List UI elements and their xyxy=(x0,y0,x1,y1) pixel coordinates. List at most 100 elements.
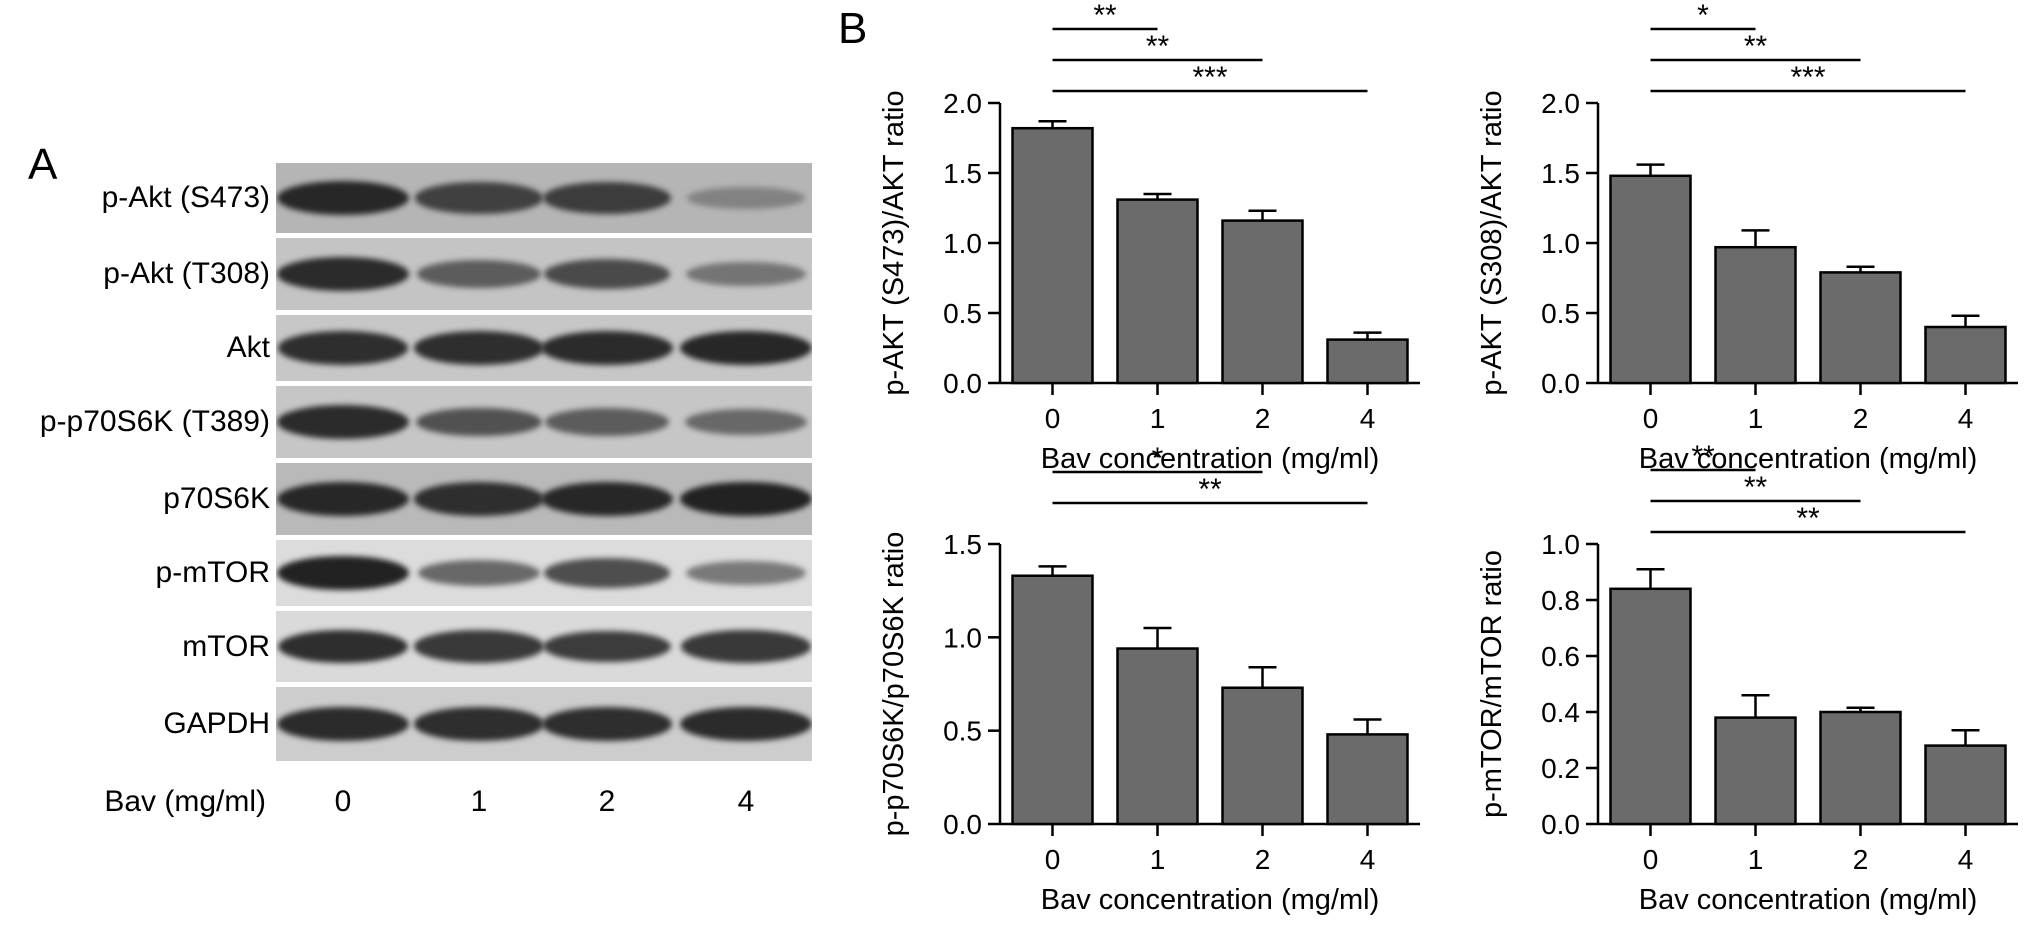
bar xyxy=(1819,271,1902,385)
y-tick-label: 0.5 xyxy=(943,298,982,329)
x-tick-label: 4 xyxy=(1360,844,1376,875)
blot-band xyxy=(542,182,672,214)
significance-label: *** xyxy=(1790,61,1825,94)
blot-row-label: GAPDH xyxy=(163,707,270,740)
x-tick-label: 1 xyxy=(1748,403,1764,434)
y-tick-label: 0.5 xyxy=(943,716,982,747)
western-blot xyxy=(276,163,812,763)
y-axis-label: p-AKT (S473)/AKT ratio xyxy=(878,90,910,395)
blot-band xyxy=(679,481,812,517)
bar xyxy=(1116,198,1199,385)
significance-label: * xyxy=(1152,442,1164,475)
x-tick-label: 0 xyxy=(1643,403,1659,434)
blot-x-label: Bav (mg/ml) xyxy=(104,785,266,818)
x-tick-label: 1 xyxy=(1150,844,1166,875)
blot-band xyxy=(413,482,545,516)
blot-band xyxy=(277,331,409,365)
significance-label: ** xyxy=(1093,0,1117,32)
significance-label: * xyxy=(1697,0,1709,32)
y-tick-label: 1.5 xyxy=(1541,158,1580,189)
significance-label: *** xyxy=(1192,61,1227,94)
x-tick-label: 4 xyxy=(1360,403,1376,434)
blot-strip-2 xyxy=(276,315,812,381)
x-tick-label: 4 xyxy=(1958,403,1974,434)
blot-band xyxy=(680,330,812,366)
blot-band xyxy=(680,707,812,741)
blot-band xyxy=(416,260,542,288)
x-tick-label: 1 xyxy=(1150,403,1166,434)
blot-band xyxy=(414,630,544,663)
x-axis-label: Bav concentration (mg/ml) xyxy=(1041,884,1379,916)
x-axis-label: Bav concentration (mg/ml) xyxy=(1041,443,1379,475)
blot-band xyxy=(276,555,410,591)
y-tick-label: 1.0 xyxy=(1541,529,1580,560)
bar xyxy=(1221,686,1304,826)
y-tick-label: 1.5 xyxy=(943,158,982,189)
x-tick-label: 2 xyxy=(1255,403,1271,434)
blot-band xyxy=(686,561,806,585)
blot-row-label: p-mTOR xyxy=(155,556,270,589)
panel-label-a: A xyxy=(28,140,58,189)
blot-band xyxy=(413,331,545,365)
blot-band xyxy=(684,408,808,436)
bar xyxy=(1924,744,2007,826)
x-tick-label: 0 xyxy=(1643,844,1659,875)
blot-band xyxy=(542,630,672,663)
blot-lane-label: 2 xyxy=(598,785,616,818)
blot-band xyxy=(277,405,409,439)
blot-row-label: Akt xyxy=(226,331,270,364)
bar xyxy=(1609,587,1692,826)
y-tick-label: 1.0 xyxy=(943,622,982,653)
blot-row-label: mTOR xyxy=(182,629,270,663)
y-tick-label: 0.2 xyxy=(1541,753,1580,784)
panel-label-b: B xyxy=(838,4,868,53)
y-tick-label: 0.0 xyxy=(1541,809,1580,840)
bar xyxy=(1714,245,1797,385)
blot-x-axis: Bav (mg/ml) 0 1 2 4 xyxy=(0,0,812,929)
bar xyxy=(1924,325,2007,385)
blot-band xyxy=(543,558,671,588)
blot-row-label: p-p70S6K (T389) xyxy=(39,405,270,438)
blot-strip-3 xyxy=(276,386,812,458)
bar xyxy=(1326,338,1409,385)
x-tick-label: 1 xyxy=(1748,844,1764,875)
y-axis-label: p-p70S6K/p70S6K ratio xyxy=(878,532,910,837)
y-tick-label: 0.0 xyxy=(1541,368,1580,399)
y-tick-label: 1.0 xyxy=(943,228,982,259)
bar xyxy=(1714,716,1797,826)
blot-band xyxy=(414,182,544,214)
x-tick-label: 2 xyxy=(1853,403,1869,434)
blot-lane-label: 1 xyxy=(470,785,488,818)
blot-strip-0 xyxy=(276,163,812,233)
y-tick-label: 1.5 xyxy=(943,529,982,560)
blot-band xyxy=(543,259,671,289)
blot-band xyxy=(685,261,807,287)
blot-lane-label: 4 xyxy=(737,785,755,818)
y-tick-label: 0.0 xyxy=(943,368,982,399)
blot-band xyxy=(541,707,673,741)
blot-strip-6 xyxy=(276,611,812,682)
blot-row-label: p-Akt (S473) xyxy=(101,181,270,214)
bar xyxy=(1326,733,1409,826)
blot-labels: p-Akt (S473) p-Akt (T308) Akt p-p70S6K (T38… xyxy=(8,0,270,929)
blot-band xyxy=(544,408,670,436)
blot-band xyxy=(277,257,409,291)
x-tick-label: 2 xyxy=(1255,844,1271,875)
significance-label: ** xyxy=(1691,440,1715,473)
y-tick-label: 0.6 xyxy=(1541,641,1580,672)
x-tick-label: 4 xyxy=(1958,844,1974,875)
blot-band xyxy=(681,630,811,663)
significance-label: ** xyxy=(1796,502,1820,535)
blot-band xyxy=(416,407,542,437)
blot-band xyxy=(277,707,409,741)
y-axis-label: p-mTOR/mTOR ratio xyxy=(1476,550,1508,818)
blot-band xyxy=(277,629,409,664)
blot-lane-label: 0 xyxy=(334,785,352,818)
bar xyxy=(1609,174,1692,385)
blot-band xyxy=(686,186,806,210)
blot-row-label: p-Akt (T308) xyxy=(103,257,270,290)
blot-band xyxy=(277,481,409,517)
significance-label: ** xyxy=(1198,473,1222,506)
x-tick-label: 0 xyxy=(1045,844,1061,875)
